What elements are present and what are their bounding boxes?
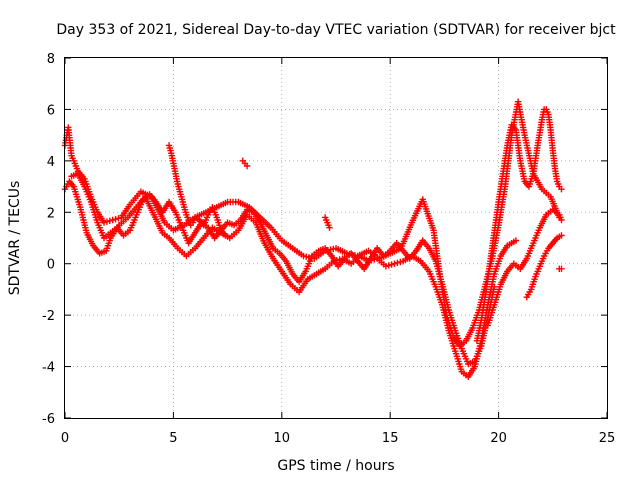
data-marks (61, 98, 565, 381)
chart-title: Day 353 of 2021, Sidereal Day-to-day VTE… (56, 22, 616, 38)
series-track-d (165, 142, 229, 239)
y-tick-label: 4 (47, 155, 55, 170)
y-tick-label: 8 (47, 52, 55, 67)
series-track-h (239, 157, 565, 273)
y-tick-label: -6 (42, 412, 55, 427)
series-track-c (68, 170, 498, 368)
data-point (326, 224, 333, 231)
series-track-g (523, 232, 565, 301)
data-point (397, 258, 404, 266)
y-tick-label: 6 (47, 103, 55, 118)
x-tick-label: 15 (382, 431, 399, 446)
axis-ticks: 0 5 10 15 20 25 -6 -4 -2 0 2 4 6 8 (42, 52, 615, 446)
x-axis-label: GPS time / hours (277, 458, 394, 474)
series-track-e (473, 106, 565, 345)
data-point (388, 261, 395, 268)
data-point (103, 218, 111, 225)
data-point (558, 185, 565, 193)
y-tick-label: -2 (42, 309, 55, 324)
data-point (558, 216, 565, 224)
x-tick-label: 0 (61, 431, 69, 446)
data-point (512, 237, 520, 244)
x-tick-label: 20 (490, 431, 507, 446)
x-tick-label: 10 (274, 431, 291, 446)
series-track-f (484, 206, 565, 329)
y-tick-label: -4 (42, 361, 55, 376)
data-point (491, 283, 498, 291)
y-axis-label: SDTVAR / TECUs (7, 181, 23, 296)
data-point (391, 260, 398, 267)
data-point (385, 262, 392, 269)
data-point (394, 259, 401, 267)
data-point (243, 162, 251, 170)
data-point (558, 232, 565, 239)
y-tick-label: 0 (47, 258, 55, 273)
data-point (558, 265, 565, 273)
x-tick-label: 25 (599, 431, 616, 446)
data-point (106, 217, 114, 225)
plot-frame (64, 57, 608, 419)
data-point (100, 219, 108, 226)
data-point (109, 216, 116, 224)
x-tick-label: 5 (169, 431, 177, 446)
data-point (115, 215, 122, 222)
y-tick-label: 2 (47, 206, 55, 221)
data-point (382, 263, 390, 270)
data-point (222, 232, 229, 239)
data-point (112, 215, 119, 223)
